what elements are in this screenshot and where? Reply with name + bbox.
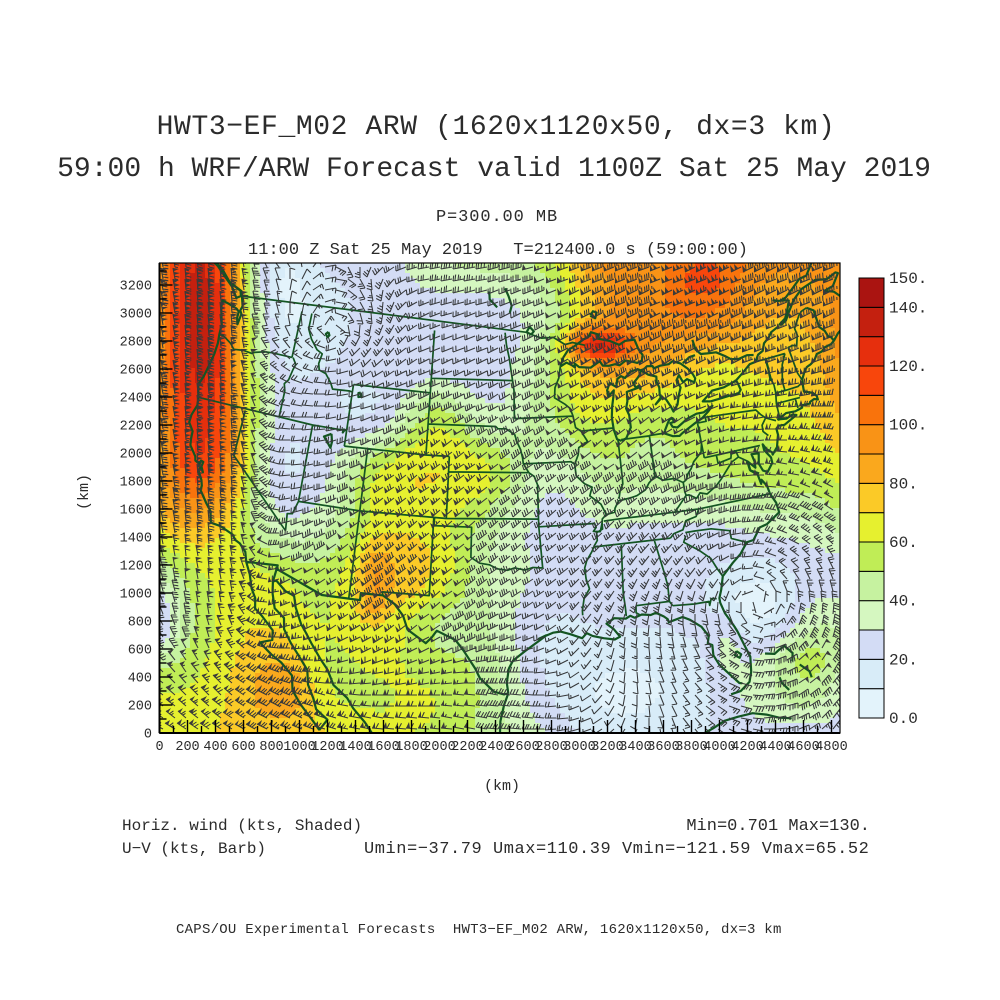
svg-text:2800: 2800 [535,740,567,755]
svg-text:3600: 3600 [647,740,679,755]
svg-text:2000: 2000 [120,448,152,463]
svg-text:600: 600 [231,740,255,755]
svg-text:800: 800 [128,616,152,631]
svg-text:2400: 2400 [479,740,511,755]
svg-text:2400: 2400 [120,392,152,407]
svg-text:150.: 150. [889,270,927,288]
svg-text:3000: 3000 [563,740,595,755]
svg-text:4200: 4200 [731,740,763,755]
svg-text:40.: 40. [889,593,918,611]
svg-text:60.: 60. [889,534,918,552]
svg-text:2600: 2600 [120,364,152,379]
svg-text:1200: 1200 [120,560,152,575]
svg-text:1000: 1000 [120,588,152,603]
svg-text:2800: 2800 [120,336,152,351]
svg-text:100.: 100. [889,417,927,435]
svg-text:U−V (kts, Barb): U−V (kts, Barb) [122,840,266,858]
svg-text:4000: 4000 [703,740,735,755]
svg-text:3200: 3200 [591,740,623,755]
svg-text:59:00 h WRF/ARW Forecast valid: 59:00 h WRF/ARW Forecast valid 1100Z Sat… [57,154,931,185]
svg-text:CAPS/OU Experimental Forecasts: CAPS/OU Experimental Forecasts HWT3−EF_M… [176,922,782,938]
svg-text:(km): (km) [484,778,520,795]
svg-text:400: 400 [203,740,227,755]
svg-text:0.0: 0.0 [889,710,918,728]
svg-text:4600: 4600 [787,740,819,755]
svg-text:Horiz. wind (kts, Shaded): Horiz. wind (kts, Shaded) [122,817,362,835]
svg-text:2200: 2200 [451,740,483,755]
svg-text:20.: 20. [889,651,918,669]
svg-text:0: 0 [144,728,152,743]
svg-text:80.: 80. [889,475,918,493]
svg-text:4400: 4400 [759,740,791,755]
svg-text:1800: 1800 [120,476,152,491]
svg-text:1800: 1800 [395,740,427,755]
svg-text:200: 200 [175,740,199,755]
svg-text:800: 800 [259,740,283,755]
svg-text:1400: 1400 [339,740,371,755]
svg-text:1600: 1600 [367,740,399,755]
svg-text:3400: 3400 [619,740,651,755]
svg-text:1000: 1000 [283,740,315,755]
svg-text:3800: 3800 [675,740,707,755]
svg-text:Umin=−37.79 Umax=110.39 Vmin=−: Umin=−37.79 Umax=110.39 Vmin=−121.59 Vma… [364,840,869,859]
svg-text:3200: 3200 [120,280,152,295]
svg-text:2600: 2600 [507,740,539,755]
svg-text:2200: 2200 [120,420,152,435]
svg-text:140.: 140. [889,299,927,317]
svg-text:1200: 1200 [311,740,343,755]
svg-text:HWT3−EF_M02 ARW (1620x1120x50,: HWT3−EF_M02 ARW (1620x1120x50, dx=3 km) [157,112,836,143]
svg-text:11:00 Z Sat 25 May 2019 T=21: 11:00 Z Sat 25 May 2019 T=212400.0 s (59… [248,241,748,260]
svg-text:4800: 4800 [815,740,847,755]
svg-text:Min=0.701 Max=130.: Min=0.701 Max=130. [686,817,870,836]
svg-text:(km): (km) [76,474,93,510]
svg-text:3000: 3000 [120,308,152,323]
svg-text:1600: 1600 [120,504,152,519]
svg-text:2000: 2000 [423,740,455,755]
svg-text:1400: 1400 [120,532,152,547]
svg-text:200: 200 [128,700,152,715]
svg-text:600: 600 [128,644,152,659]
svg-text:P=300.00 MB: P=300.00 MB [436,208,558,227]
svg-text:400: 400 [128,672,152,687]
svg-text:0: 0 [155,740,163,755]
svg-text:120.: 120. [889,358,927,376]
